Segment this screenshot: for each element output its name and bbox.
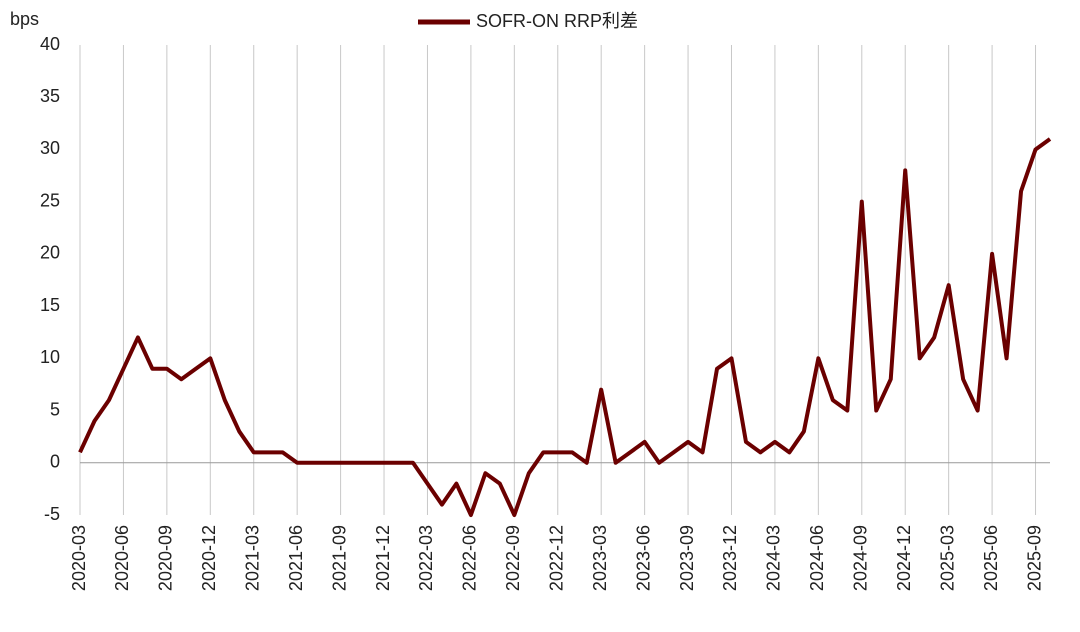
x-tick-label: 2021-12 [373, 525, 393, 591]
x-tick-label: 2023-03 [590, 525, 610, 591]
legend-label: SOFR-ON RRP利差 [476, 11, 638, 31]
x-tick-label: 2022-09 [503, 525, 523, 591]
y-tick-label: 25 [40, 190, 60, 210]
x-tick-label: 2021-09 [329, 525, 349, 591]
x-tick-label: 2025-03 [937, 525, 957, 591]
y-axis-label: bps [10, 9, 39, 29]
y-tick-label: -5 [44, 504, 60, 524]
y-tick-label: 10 [40, 347, 60, 367]
x-tick-label: 2022-12 [547, 525, 567, 591]
x-tick-label: 2024-06 [807, 525, 827, 591]
x-tick-label: 2024-12 [894, 525, 914, 591]
x-tick-label: 2020-12 [199, 525, 219, 591]
data-line [78, 137, 1052, 517]
y-tick-label: 20 [40, 243, 60, 263]
x-tick-label: 2022-03 [416, 525, 436, 591]
x-tick-label: 2021-03 [242, 525, 262, 591]
x-tick-label: 2021-06 [286, 525, 306, 591]
x-tick-label: 2024-09 [851, 525, 871, 591]
y-tick-label: 40 [40, 34, 60, 54]
y-tick-label: 15 [40, 295, 60, 315]
x-tick-label: 2025-09 [1024, 525, 1044, 591]
y-tick-label: 5 [50, 399, 60, 419]
x-tick-label: 2023-09 [677, 525, 697, 591]
y-tick-label: 30 [40, 138, 60, 158]
x-tick-label: 2023-12 [720, 525, 740, 591]
x-tick-label: 2023-06 [633, 525, 653, 591]
x-tick-label: 2024-03 [764, 525, 784, 591]
x-tick-label: 2020-03 [69, 525, 89, 591]
x-tick-label: 2020-09 [156, 525, 176, 591]
y-tick-label: 0 [50, 452, 60, 472]
y-tick-label: 35 [40, 86, 60, 106]
x-tick-label: 2020-06 [112, 525, 132, 591]
x-tick-label: 2022-06 [460, 525, 480, 591]
x-tick-label: 2025-06 [981, 525, 1001, 591]
